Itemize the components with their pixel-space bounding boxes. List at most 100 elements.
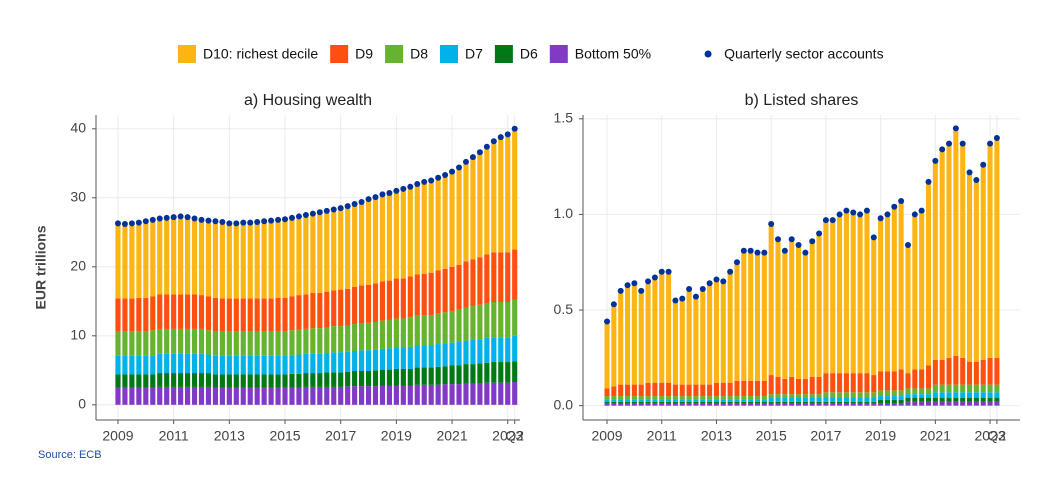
bar-segment	[289, 355, 295, 374]
bar-segment	[352, 350, 358, 372]
bar-segment	[178, 218, 184, 295]
bar-segment	[734, 264, 740, 381]
bar-segment	[463, 364, 469, 384]
bar-segment	[491, 302, 497, 338]
bar-segment	[477, 154, 483, 258]
bar-segment	[435, 366, 441, 385]
data-point	[128, 220, 135, 227]
data-point	[898, 198, 905, 205]
bar-segment	[331, 352, 337, 373]
bar-segment	[925, 398, 932, 402]
bar-segment	[345, 371, 351, 387]
x-tick-label: 2015	[269, 428, 300, 444]
bar-segment	[748, 403, 754, 406]
bar-segment	[980, 359, 986, 385]
bar-segment	[505, 252, 511, 303]
bar-segment	[939, 401, 945, 406]
bar-segment	[428, 182, 434, 274]
bar-segment	[871, 398, 877, 402]
data-point	[407, 183, 414, 190]
bar-segment	[261, 223, 267, 299]
data-point	[822, 217, 829, 224]
bar-segment	[303, 294, 309, 329]
y-tick-label: 20	[70, 258, 86, 274]
legend-label: D10: richest decile	[203, 46, 318, 62]
data-point	[476, 149, 483, 156]
data-point	[268, 217, 275, 224]
x-tick-label: 2011	[159, 428, 189, 444]
bar-segment	[796, 246, 802, 379]
data-point	[330, 206, 337, 213]
bar-segment	[463, 383, 469, 405]
bar-segment	[713, 382, 719, 397]
bar-segment	[191, 373, 198, 387]
bar-segment	[463, 307, 469, 341]
bar-segment	[638, 292, 644, 385]
bar-segment	[707, 403, 713, 406]
bar-segment	[843, 401, 849, 404]
data-point	[679, 295, 686, 302]
bar-segment	[604, 396, 610, 400]
data-point	[149, 216, 156, 223]
bar-segment	[386, 280, 392, 320]
data-point	[449, 168, 456, 175]
data-point	[233, 220, 240, 227]
data-point	[379, 191, 386, 198]
bar-segment	[782, 403, 788, 406]
bar-segment	[372, 386, 379, 405]
bar-segment	[505, 337, 511, 363]
bar-segment	[365, 284, 372, 323]
bar-segment	[477, 383, 483, 405]
bar-segment	[659, 399, 665, 402]
bar-segment	[878, 399, 884, 404]
bar-segment	[809, 403, 815, 406]
bar-segment	[324, 327, 330, 354]
bar-segment	[679, 403, 685, 406]
bar-segment	[741, 403, 747, 406]
bar-segment	[372, 349, 379, 371]
bar-segment	[379, 369, 386, 386]
bar-segment	[837, 216, 843, 374]
y-tick-label: 10	[70, 327, 86, 343]
bar-segment	[604, 399, 610, 402]
bar-segment	[261, 355, 267, 375]
data-point	[624, 282, 631, 289]
bar-segment	[365, 371, 372, 387]
bar-segment	[226, 374, 232, 388]
legend-label: D6	[520, 46, 538, 62]
bar-segment	[905, 394, 911, 399]
data-point	[665, 268, 672, 275]
bar-segment	[143, 297, 149, 332]
bar-segment	[171, 294, 177, 329]
bar-segment	[338, 289, 344, 327]
bar-segment	[967, 392, 973, 399]
data-point	[114, 220, 121, 227]
bar-segment	[317, 386, 323, 405]
bar-segment	[967, 361, 973, 385]
y-tick-label: 40	[70, 120, 86, 136]
bar-segment	[843, 392, 849, 399]
bar-segment	[727, 403, 733, 406]
bar-segment	[980, 166, 986, 360]
bar-segment	[925, 388, 932, 395]
bar-segment	[261, 331, 267, 356]
bar-segment	[857, 373, 863, 393]
bar-segment	[672, 396, 678, 400]
bar-segment	[700, 399, 706, 402]
bar-segment	[796, 398, 802, 402]
x-tick-label: 2009	[591, 428, 622, 444]
bar-segment	[338, 352, 344, 373]
bar-segment	[679, 396, 685, 400]
bar-segment	[748, 401, 754, 404]
bar-segment	[122, 226, 128, 299]
bar-segment	[625, 403, 631, 406]
bar-segment	[143, 223, 149, 298]
data-point	[456, 164, 463, 171]
bar-segment	[129, 298, 135, 332]
data-point	[247, 219, 254, 226]
bar-segment	[171, 219, 177, 295]
data-point	[511, 125, 518, 132]
bar-segment	[713, 396, 719, 400]
x-tick-label: Q2	[988, 428, 1007, 444]
bar-segment	[157, 353, 163, 374]
